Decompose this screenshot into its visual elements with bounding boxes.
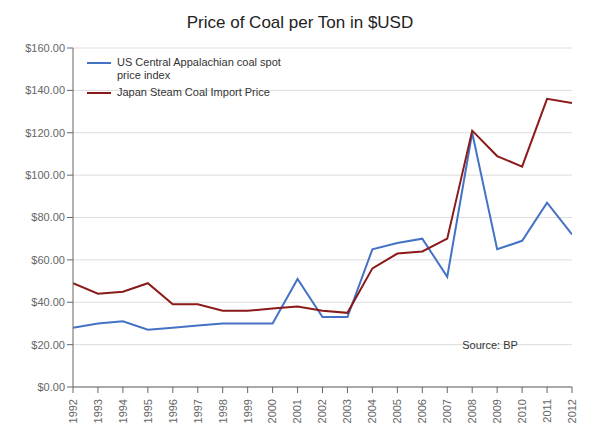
- svg-text:2001: 2001: [291, 399, 303, 423]
- svg-text:2004: 2004: [366, 399, 378, 423]
- svg-text:$160.00: $160.00: [25, 42, 65, 54]
- html-text:Source: BP: Source: BP: [462, 339, 518, 352]
- svg-text:2010: 2010: [516, 399, 528, 423]
- svg-text:1996: 1996: [167, 399, 179, 423]
- svg-text:$20.00: $20.00: [31, 339, 65, 351]
- svg-text:$60.00: $60.00: [31, 254, 65, 266]
- svg-text:2002: 2002: [316, 399, 328, 423]
- svg-text:2012: 2012: [566, 399, 578, 423]
- svg-text:$140.00: $140.00: [25, 84, 65, 96]
- svg-text:2007: 2007: [441, 399, 453, 423]
- svg-text:1993: 1993: [92, 399, 104, 423]
- svg-text:$0.00: $0.00: [37, 381, 65, 393]
- svg-text:2000: 2000: [266, 399, 278, 423]
- svg-text:1994: 1994: [117, 399, 129, 423]
- svg-text:2003: 2003: [341, 399, 353, 423]
- svg-text:1999: 1999: [242, 399, 254, 423]
- svg-text:$100.00: $100.00: [25, 169, 65, 181]
- svg-text:$40.00: $40.00: [31, 296, 65, 308]
- svg-text:2009: 2009: [491, 399, 503, 423]
- html-text:US Central Appalachian coal sp: US Central Appalachian coal spot price i…: [117, 56, 281, 81]
- svg-text:2006: 2006: [416, 399, 428, 423]
- svg-text:1998: 1998: [217, 399, 229, 423]
- svg-text:2008: 2008: [466, 399, 478, 423]
- svg-text:2005: 2005: [391, 399, 403, 423]
- html-text:Price of Coal per Ton in $USD: Price of Coal per Ton in $USD: [186, 13, 414, 32]
- svg-text:2011: 2011: [541, 399, 553, 423]
- html-text:Japan Steam Coal Import Price: Japan Steam Coal Import Price: [117, 86, 270, 98]
- svg-text:1997: 1997: [192, 399, 204, 423]
- svg-text:1992: 1992: [67, 399, 79, 423]
- svg-text:$80.00: $80.00: [31, 211, 65, 223]
- svg-text:1995: 1995: [142, 399, 154, 423]
- svg-text:$120.00: $120.00: [25, 127, 65, 139]
